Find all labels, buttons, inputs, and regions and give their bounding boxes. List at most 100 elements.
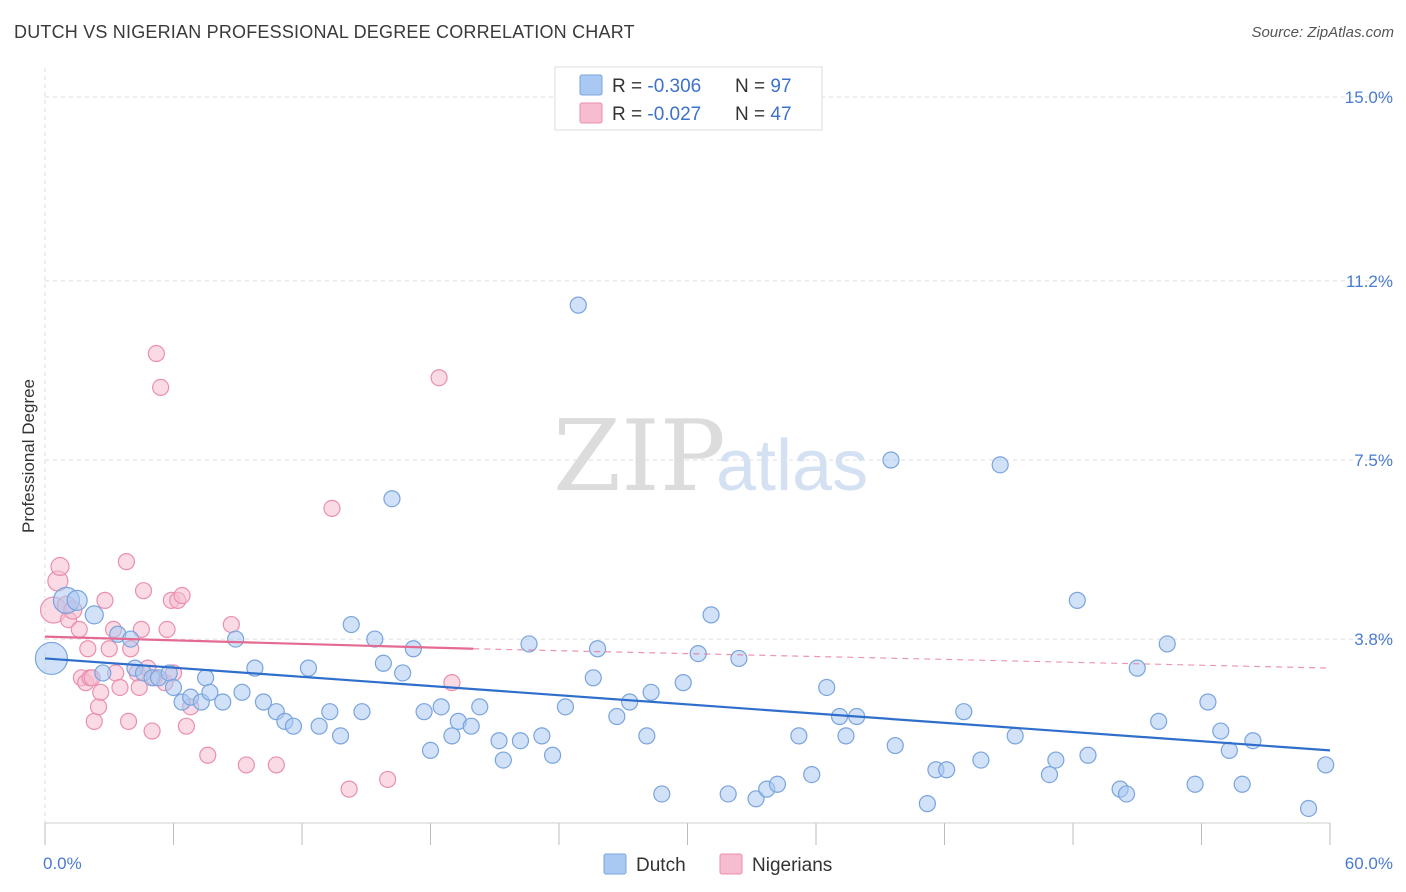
watermark-zip: ZIP [553,400,726,514]
dutch-point-25 [284,717,303,735]
dutch-point-84 [1068,591,1086,609]
legend-swatch-nigerians [579,102,603,124]
dutch-point-46 [511,732,530,750]
dutch-point-64 [747,790,765,808]
dutch-point-56 [638,727,656,745]
dutch-point-55 [621,693,639,711]
dutch-point-38 [421,741,440,760]
dutch-point-82 [1040,765,1059,784]
svg-text:N = 47: N = 47 [735,104,792,125]
dutch-point-83 [1047,751,1065,769]
nigerians-points [39,344,461,798]
dutch-point-16 [197,669,215,687]
dutch-point-26 [299,659,318,677]
stats-legend: R = -0.306 N = 97 R = -0.027 N = 47 [554,66,823,131]
dutch-point-85 [1079,746,1097,764]
dutch-point-73 [882,451,900,469]
legend-r-label-dutch: R = [612,76,647,97]
bottom-legend-label-nigerians: Nigerians [752,855,832,876]
nigerians-point-31 [152,378,170,396]
dutch-point-39 [432,698,450,716]
nigerians-point-26 [134,582,153,600]
legend-n-label-nigerians: N = [735,104,770,125]
nigerians-point-15 [96,591,114,609]
bottom-legend-label-dutch: Dutch [636,855,686,876]
svg-text:R = -0.027: R = -0.027 [612,104,701,125]
dutch-point-79 [972,751,990,769]
dutch-point-74 [886,736,904,755]
dutch-point-36 [404,640,422,658]
x-tick-label-min: 0.0% [43,854,82,873]
legend-r-value-nigerians: -0.027 [647,104,701,125]
nigerians-point-19 [111,678,129,697]
y-tick-label-1: 7.5% [1354,451,1393,470]
dutch-point-29 [331,727,350,745]
dutch-point-22 [254,693,273,711]
bottom-legend-swatch-nigerians [719,853,743,875]
dutch-point-33 [374,654,392,672]
dutch-point-95 [1233,775,1251,793]
nigerians-point-28 [143,722,161,740]
dutch-point-52 [584,669,602,687]
dutch-point-12 [164,678,183,697]
nigerians-point-2 [50,556,70,577]
dutch-point-43 [471,698,489,716]
dutch-point-32 [366,630,384,648]
dutch-point-54 [608,707,626,726]
svg-text:R = -0.306: R = -0.306 [612,76,701,97]
dutch-point-67 [790,727,808,745]
dutch-point-47 [520,635,538,653]
watermark-atlas: atlas [716,426,868,506]
dutch-point-59 [674,674,692,692]
nigerians-point-43 [267,756,285,774]
y-tick-label-0: 3.8% [1354,630,1393,649]
legend-r-value-dutch: -0.306 [647,76,701,97]
dutch-point-75 [918,795,936,813]
nigerians-point-46 [379,770,397,789]
dutch-point-4 [94,664,112,682]
nigerians-point-38 [177,717,195,735]
dutch-point-93 [1212,722,1230,740]
nigerians-point-44 [323,499,341,517]
dutch-point-91 [1186,775,1204,793]
legend-n-label-dutch: N = [735,76,770,97]
dutch-point-30 [342,615,360,634]
nigerians-point-41 [222,615,240,634]
watermark: ZIP atlas [553,400,868,514]
dutch-point-63 [730,649,748,668]
y-axis-tick-labels: 3.8% 7.5% 11.2% 15.0% [1345,88,1393,649]
dutch-point-17 [201,683,219,701]
nigerians-point-40 [199,746,217,764]
dutch-point-35 [394,664,412,682]
nigerians-point-14 [92,683,110,701]
dutch-point-48 [533,727,551,745]
dutch-point-61 [702,606,720,624]
nigerians-point-42 [237,756,255,774]
trend-lines [44,635,1331,752]
nigerians-point-6 [70,620,88,639]
dutch-point-51 [569,296,587,314]
dutch-point-88 [1128,659,1146,677]
dutch-points [34,296,1335,818]
nigerians-point-47 [430,369,448,387]
dutch-point-44 [490,732,508,750]
y-tick-label-2: 11.2% [1346,272,1393,291]
dutch-point-80 [991,456,1009,474]
nigerians-point-37 [173,586,191,605]
chart-title: DUTCH VS NIGERIAN PROFESSIONAL DEGREE CO… [14,22,635,42]
dutch-trend-line [44,657,1331,752]
bottom-legend-swatch-dutch [603,853,627,875]
dutch-point-40 [443,727,461,745]
nigerians-point-13 [89,698,108,716]
dutch-point-98 [1317,756,1335,774]
nigerians-point-45 [340,780,358,798]
x-tick-label-max: 60.0% [1345,854,1393,873]
dutch-point-57 [642,683,660,701]
dutch-point-94 [1220,741,1238,760]
dutch-point-20 [233,683,251,701]
nigerians-point-20 [117,553,135,571]
nigerians-point-25 [132,620,150,639]
dutch-point-34 [383,490,401,508]
y-axis-label: Professional Degree [19,379,38,533]
